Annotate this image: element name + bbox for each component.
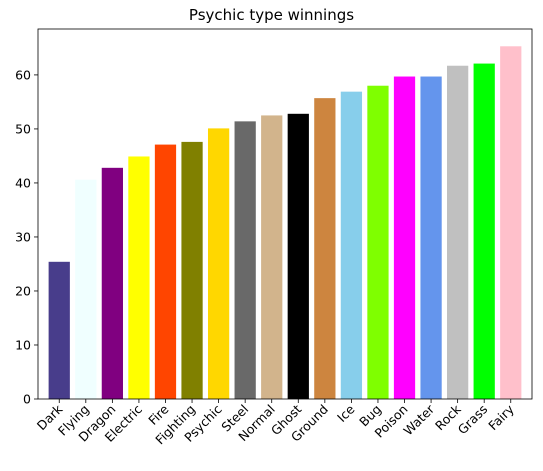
bar-steel xyxy=(234,121,256,400)
bar-fighting xyxy=(181,141,203,399)
bar-rock xyxy=(447,65,469,399)
y-axis: 0 10 20 30 40 50 60 xyxy=(15,67,38,407)
bar-grass xyxy=(473,63,495,399)
bars-group xyxy=(48,46,522,400)
y-tick-label: 60 xyxy=(15,67,31,82)
bar-ghost xyxy=(287,113,309,400)
bar-dark xyxy=(48,261,70,399)
x-tick-label-fairy: Fairy xyxy=(485,401,517,433)
bar-flying xyxy=(75,179,97,399)
x-tick-label-water: Water xyxy=(400,401,437,438)
bar-psychic xyxy=(207,128,230,399)
bar-fairy xyxy=(500,46,522,399)
bar-poison xyxy=(393,76,416,399)
bar-ice xyxy=(340,91,363,399)
bar-electric xyxy=(128,156,150,399)
bar-normal xyxy=(261,115,283,400)
axes-frame xyxy=(37,28,533,400)
bar-fire xyxy=(154,144,177,399)
y-tick-label: 10 xyxy=(15,337,31,352)
y-tick-label: 0 xyxy=(23,392,31,407)
x-tick-label-grass: Grass xyxy=(455,402,491,438)
x-tick-label-ice: Ice xyxy=(334,401,358,425)
bar-ground xyxy=(314,98,336,399)
bar-bug xyxy=(367,85,389,399)
bar-water xyxy=(420,76,442,399)
y-tick-label: 50 xyxy=(15,121,31,136)
y-tick-label: 20 xyxy=(15,283,31,298)
y-tick-label: 40 xyxy=(15,175,31,190)
bar-dragon xyxy=(101,167,123,399)
y-tick-label: 30 xyxy=(15,229,31,244)
chart-title: Psychic type winnings xyxy=(188,6,355,24)
